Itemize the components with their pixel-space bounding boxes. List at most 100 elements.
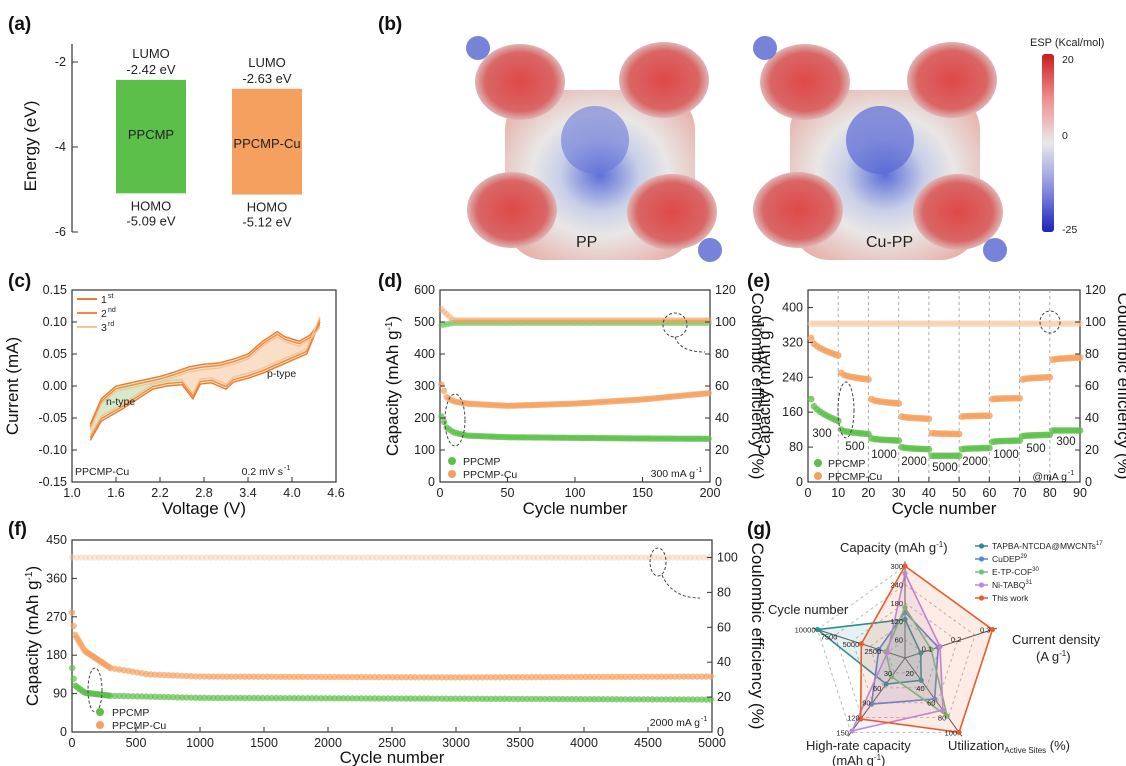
f-ppcmp-cap-point — [573, 695, 580, 703]
f-ppcmpcu-cap-point — [205, 673, 213, 680]
f-ppcmp-cap-point — [438, 695, 446, 702]
d-ppcmpcu-ce-point — [575, 317, 583, 324]
f-ppcmpcu-cap-point — [465, 674, 472, 681]
d-ppcmpcu-ce-point — [562, 317, 569, 324]
e-ppcmpcu-point — [834, 352, 842, 359]
c-ytick-4: -0.05 — [39, 411, 68, 425]
f-ce-point — [588, 554, 596, 561]
c-legend-2: 2 — [101, 308, 107, 320]
f-ce-point — [171, 554, 179, 561]
f-ppcmpcu-cap-point — [160, 671, 168, 679]
d-ppcmpcu-ce-point — [651, 317, 658, 324]
d-ppcmpcu-ce-point — [521, 317, 529, 324]
f-ce-point — [189, 554, 197, 561]
f-ce-point — [77, 554, 85, 561]
c-annot-ptype: p-type — [267, 368, 296, 380]
d-ppcmpcu-ce-point — [535, 317, 542, 324]
f-ce-point — [145, 554, 152, 561]
f-ppcmpcu-cap-point — [694, 673, 701, 680]
d-ppcmpcu-ce-point — [567, 317, 575, 324]
e-ytick-r-3: 60 — [1085, 379, 1099, 393]
f-ppcmp-cap-point — [196, 694, 204, 702]
esp-colorbar: ESP (Kcal/mol) 20 0 -25 — [1030, 37, 1104, 236]
f-ppcmp-cap-point — [304, 695, 311, 702]
f-ppcmpcu-cap-point — [479, 674, 486, 681]
d-ppcmpcu-ce-point — [654, 317, 661, 324]
d-ppcmpcu-ce-point — [610, 317, 618, 324]
e-ppcmp-point — [925, 445, 933, 453]
e-ytick-4: 320 — [782, 335, 803, 349]
f-ppcmp-cap-point — [622, 696, 629, 703]
d-ytick-r-6: 120 — [715, 283, 736, 297]
d-ppcmpcu-ce-point — [637, 317, 645, 324]
g-legend: TAPBA-NTCDA@MWCNTs17 CuDEP29 E-TP-COF30 Ni-… — [975, 541, 1103, 603]
f-ppcmpcu-cap-point — [68, 609, 76, 616]
f-ce-point — [494, 554, 501, 561]
g-radar-ticks: 601201802403000.10.20.320406080100306090… — [795, 562, 991, 737]
f-ppcmp-cap-point — [532, 695, 540, 703]
f-ppcmp-cap-point — [160, 693, 168, 701]
e-ppcmp-point — [1076, 427, 1084, 434]
g-series-point-2-3 — [888, 674, 895, 680]
f-ppcmp-cap-point — [214, 694, 222, 702]
f-ppcmpcu-cap-point — [644, 673, 652, 680]
f-ppcmpcu-cap-point — [272, 673, 280, 680]
g-axis-3-tick-1: 60 — [873, 684, 881, 693]
d-ppcmpcu-ce-point — [586, 317, 594, 324]
d-ppcmp-ce-point — [481, 319, 488, 326]
d-ppcmp-ce-point — [440, 321, 448, 328]
d-ppcmp-ce-point — [589, 319, 596, 326]
f-ce-point — [552, 554, 560, 561]
a-bar-name-1: PPCMP-Cu — [233, 136, 300, 151]
f-ce-point — [539, 554, 546, 561]
d-ytick-r-1: 20 — [715, 443, 729, 457]
c-curve-lower-1 — [89, 319, 321, 439]
d-ppcmp-cap-point — [440, 418, 448, 426]
f-corner-right: 2000 mA g — [650, 717, 700, 729]
f-xtick-8: 4000 — [570, 736, 598, 750]
d-ppcmpcu-ce-point — [640, 317, 648, 324]
f-ppcmpcu-cap-point — [537, 673, 544, 681]
f-ppcmpcu-cap-point — [250, 673, 257, 680]
g-series-point-4-1 — [989, 626, 996, 633]
d-ppcmpcu-ce-point — [538, 317, 545, 324]
colorbar-tick-zero: 0 — [1062, 130, 1068, 142]
c-legend-3: 3 — [101, 322, 107, 334]
f-ppcmp-cap-point — [246, 694, 253, 702]
f-ppcmp-cap-point — [555, 695, 562, 703]
d-xtick-1: 50 — [501, 486, 515, 500]
f-ce-point — [669, 554, 676, 561]
d-ppcmpcu-ce-point — [602, 317, 610, 324]
f-ppcmpcu-cap-point — [281, 673, 289, 681]
e-rate-label-7: 500 — [1026, 443, 1045, 455]
d-ppcmpcu-ce-point — [492, 317, 499, 324]
f-ce-point — [566, 554, 573, 561]
f-ppcmp-cap-point — [631, 696, 638, 703]
e-ppcmpcu-point — [985, 412, 993, 420]
d-ppcmp-ce-point — [519, 319, 526, 326]
g-axis-util-text: Utilization — [948, 738, 1004, 753]
f-ppcmpcu-cap-point — [658, 673, 665, 680]
c-xtick-5: 4.0 — [283, 486, 300, 500]
f-ppcmp-cap-point — [174, 694, 181, 701]
f-ppcmpcu-cap-point — [214, 673, 222, 680]
g-series-point-1-4 — [876, 646, 882, 653]
f-ppcmp-cap-point — [308, 695, 316, 702]
d-ppcmp-ce-point — [546, 319, 553, 326]
f-ppcmp-cap-point — [317, 695, 325, 702]
d-ppcmpcu-ce-point — [635, 317, 642, 324]
d-ppcmp-ce-point — [702, 319, 710, 326]
d-ppcmp-ce-point — [500, 319, 507, 326]
d-ppcmpcu-ce-point — [486, 317, 494, 324]
g-series-point-0-4 — [814, 626, 821, 633]
d-ppcmp-ce-point — [521, 319, 529, 326]
d-ppcmpcu-ce-point — [678, 317, 685, 324]
f-ppcmp-cap-point — [434, 695, 441, 702]
f-ppcmpcu-cap-point — [358, 673, 365, 681]
f-ppcmp-cap-point — [541, 695, 549, 703]
e-ppcmpcu-point — [955, 430, 963, 438]
f-ppcmpcu-cap-point — [398, 674, 405, 681]
d-ppcmp-ce-point — [697, 319, 704, 326]
g-axis-4-tick-2: 7500 — [821, 633, 838, 642]
